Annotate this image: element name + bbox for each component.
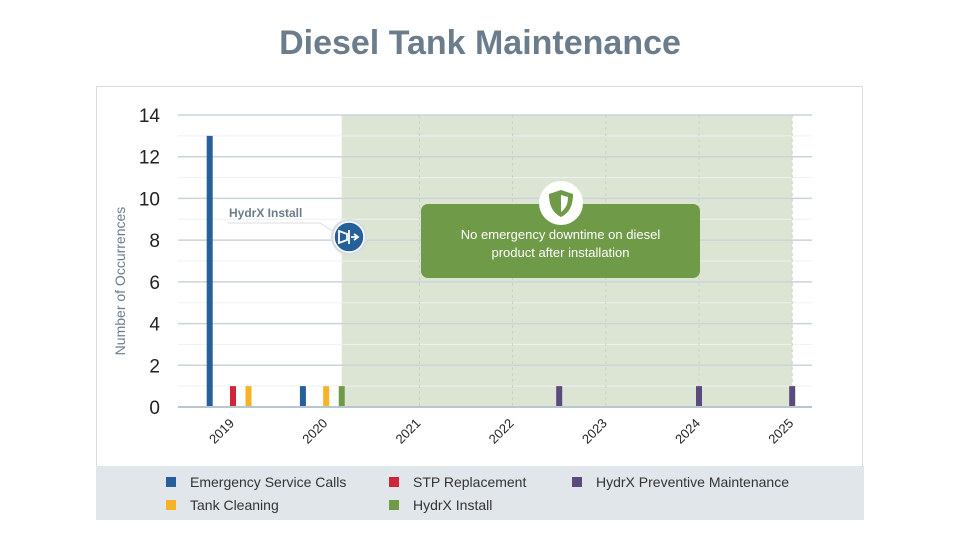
legend-item: STP Replacement <box>389 474 526 490</box>
legend-item: HydrX Install <box>389 497 492 513</box>
legend-item: HydrX Preventive Maintenance <box>572 474 789 490</box>
legend-swatch <box>389 500 399 510</box>
shield-inner <box>561 195 568 212</box>
annotation-leader <box>228 222 335 233</box>
legend-label: Emergency Service Calls <box>190 474 347 490</box>
x-tick-label: 2019 <box>206 416 237 447</box>
bar <box>206 135 213 407</box>
legend-item: Tank Cleaning <box>166 497 279 513</box>
legend-label: HydrX Install <box>413 497 493 513</box>
y-tick-label: 14 <box>139 106 161 127</box>
hydrx-install-icon <box>331 219 367 255</box>
x-tick-label: 2021 <box>392 416 423 447</box>
callout-text-wrap: No emergency downtime on diesel product … <box>460 227 661 260</box>
y-tick-label: 2 <box>149 356 160 377</box>
legend-swatch <box>572 477 582 487</box>
legend-label: HydrX Preventive Maintenance <box>596 474 789 490</box>
legend-label: STP Replacement <box>413 474 527 490</box>
legend: Emergency Service Calls STP Replacement Hy… <box>96 466 864 520</box>
y-tick-label: 12 <box>139 148 160 169</box>
bar <box>556 386 563 407</box>
callout-box <box>421 204 700 278</box>
x-tick-label: 2025 <box>765 416 796 447</box>
y-axis-label: Number of Occurrences <box>112 207 128 356</box>
y-tick-label: 0 <box>149 398 160 419</box>
bar <box>299 386 306 407</box>
x-tick-label: 2022 <box>486 416 517 447</box>
bar <box>245 386 252 407</box>
y-tick-label: 8 <box>149 231 160 252</box>
bar <box>338 386 345 407</box>
legend-item: Emergency Service Calls <box>166 474 346 490</box>
bar <box>789 386 796 407</box>
legend-label: Tank Cleaning <box>190 497 279 513</box>
callout-text: No emergency downtime on diesel product … <box>460 227 661 260</box>
y-tick-label: 6 <box>149 273 160 294</box>
y-tick-label: 10 <box>139 189 160 210</box>
legend-swatch <box>389 477 399 487</box>
icon-glyph <box>338 229 360 245</box>
x-tick-label: 2024 <box>672 416 703 447</box>
x-tick-label: 2020 <box>299 416 330 447</box>
bar <box>230 386 236 407</box>
chart-title: Diesel Tank Maintenance <box>279 24 681 62</box>
bar <box>323 386 330 407</box>
bar <box>696 386 702 407</box>
annotation-label: HydrX Install <box>229 206 302 220</box>
y-tick-label: 4 <box>149 315 160 336</box>
legend-swatch <box>166 500 176 510</box>
legend-swatch <box>166 477 176 487</box>
shield-icon <box>539 181 583 225</box>
x-tick-label: 2023 <box>579 416 610 447</box>
